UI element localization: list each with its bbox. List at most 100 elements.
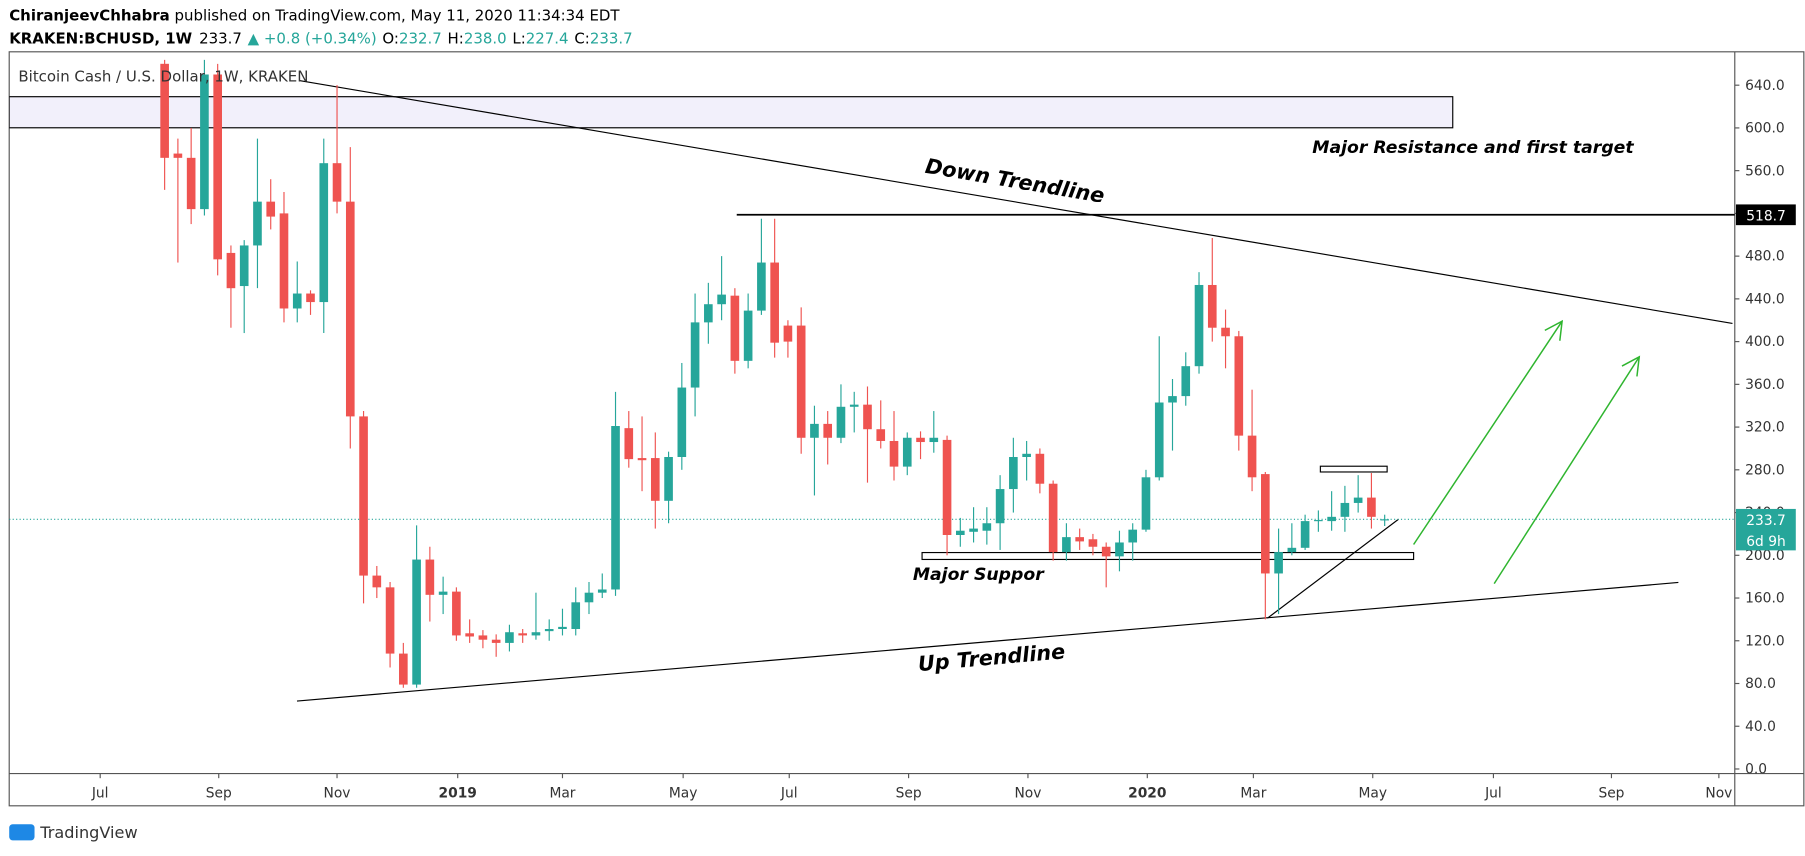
candle-body — [1247, 435, 1257, 478]
candle-body — [279, 213, 289, 309]
candle-body — [889, 440, 899, 467]
candle-body — [491, 639, 501, 643]
candle-body — [796, 325, 806, 438]
y-tick-label: 280.0 — [1745, 462, 1785, 478]
y-tick-label: 480.0 — [1745, 249, 1785, 265]
y-tick-label: 200.0 — [1745, 548, 1785, 564]
x-tick-label: May — [1358, 786, 1387, 802]
axes: 640.0600.0560.0520.0480.0440.0400.0360.0… — [91, 78, 1796, 802]
y-tick-label: 400.0 — [1745, 334, 1785, 350]
candle-body — [624, 428, 634, 460]
x-tick-label: Nov — [324, 786, 351, 802]
ohlc-label: C: — [574, 30, 589, 48]
candle-body — [558, 626, 567, 630]
y-tick-label: 360.0 — [1745, 377, 1785, 393]
header-line-2: KRAKEN:BCHUSD, 1W 233.7 ▲ +0.8 (+0.34%) O:2… — [9, 30, 632, 48]
candle-body — [1380, 519, 1389, 521]
candle-body — [810, 423, 819, 438]
candle-body — [438, 591, 448, 595]
candle-body — [505, 632, 514, 643]
candle-body — [1340, 502, 1350, 517]
candle-body — [730, 295, 740, 361]
frame — [8, 51, 1805, 807]
candle-body — [1048, 483, 1058, 553]
x-tick-label: Jul — [780, 786, 798, 802]
candle-body — [399, 653, 408, 685]
candle-body — [863, 404, 872, 430]
candle-body — [200, 74, 209, 210]
down-trendline — [299, 80, 1733, 325]
candle-body — [1221, 327, 1230, 337]
candle-body — [1367, 497, 1376, 517]
drawings — [9, 80, 1733, 702]
level-label: 518.7 — [1746, 209, 1786, 225]
x-tick-label: Nov — [1014, 786, 1041, 802]
x-tick-label: Mar — [549, 786, 575, 802]
candle-body — [1168, 396, 1177, 403]
support-zone — [921, 551, 1415, 561]
candle-body — [916, 437, 925, 443]
candles — [9, 59, 1735, 688]
change: ▲ +0.8 (+0.34%) — [248, 30, 377, 48]
candle-body — [1234, 336, 1244, 436]
candle-body — [1261, 474, 1270, 574]
y-tick-label: 40.0 — [1745, 719, 1776, 735]
candle-body — [544, 629, 554, 632]
candle-body — [571, 602, 581, 630]
candle-body — [849, 404, 859, 407]
candle-body — [743, 310, 753, 361]
arrow — [1412, 320, 1563, 545]
candle-body — [412, 559, 421, 685]
candle-body — [478, 635, 488, 640]
candle-body — [597, 589, 607, 593]
candle-body — [518, 633, 528, 636]
candle-body — [982, 523, 992, 531]
published: published on TradingView.com, May 11, 20… — [170, 7, 621, 25]
candle-body — [611, 426, 620, 590]
candle-body — [452, 591, 461, 636]
logo-text: TradingView — [39, 823, 137, 842]
candle-body — [1141, 477, 1151, 530]
candle-body — [531, 632, 541, 636]
candle-body — [969, 528, 978, 532]
annotation: Major Suppor — [913, 565, 1045, 585]
candle-body — [319, 163, 329, 303]
ohlc-label: L: — [512, 30, 525, 48]
candle-body — [783, 325, 793, 342]
candle-body — [770, 262, 779, 343]
x-tick-label: Nov — [1705, 786, 1732, 802]
candle-body — [1194, 284, 1204, 367]
candle-body — [345, 201, 355, 417]
resistance-zone — [9, 96, 1454, 129]
candle-body — [465, 633, 474, 637]
candle-body — [677, 387, 687, 457]
y-tick-label: 320.0 — [1745, 420, 1785, 436]
candle-body — [1207, 284, 1217, 328]
candle-body — [385, 587, 395, 654]
range-box — [1319, 465, 1388, 473]
y-tick-label: 160.0 — [1745, 591, 1785, 607]
candle-body — [823, 423, 833, 438]
countdown: 6d 9h — [1746, 534, 1785, 550]
candle-body — [637, 458, 647, 461]
annotation: Major Resistance and first target — [1312, 138, 1634, 158]
candle-body — [1022, 453, 1031, 457]
candle-body — [186, 157, 196, 210]
candle-body — [690, 322, 700, 388]
candle-body — [717, 294, 726, 305]
ohlc-label: H: — [448, 30, 464, 48]
logo: TradingView — [9, 823, 138, 842]
candle-body — [1009, 456, 1018, 490]
candle-body — [664, 456, 673, 501]
candle-body — [372, 575, 382, 588]
y-tick-label: 640.0 — [1745, 78, 1785, 94]
candle-body — [584, 592, 594, 603]
author: ChiranjeevChhabra — [9, 7, 170, 25]
candle-body — [995, 489, 1005, 524]
chart-title: Bitcoin Cash / U.S. Dollar, 1W, KRAKEN — [18, 68, 308, 86]
candle-body — [1101, 546, 1111, 557]
candle-body — [836, 406, 846, 438]
candle-body — [173, 153, 183, 158]
